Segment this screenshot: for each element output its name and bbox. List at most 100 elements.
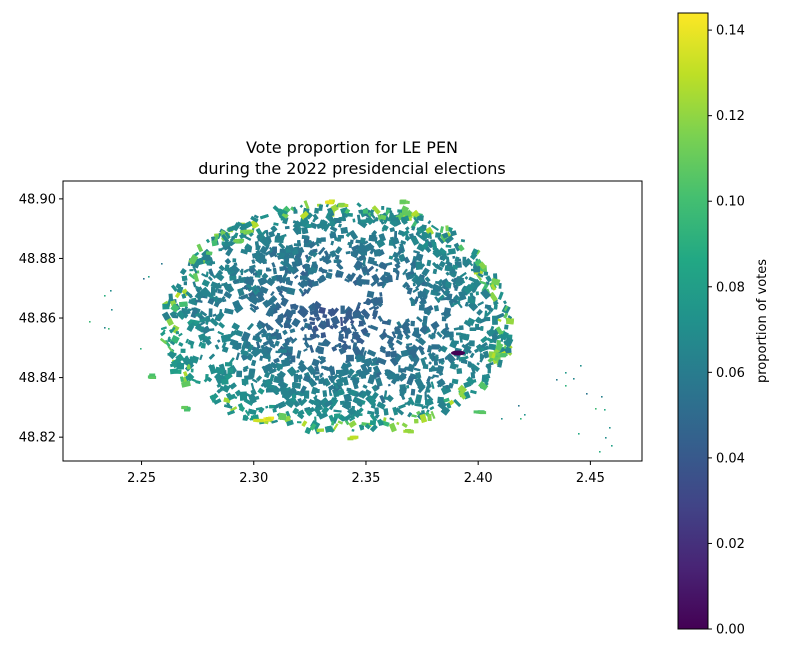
polling-block (379, 345, 387, 352)
polling-block (178, 341, 184, 347)
polling-block (376, 401, 386, 410)
polling-block (498, 283, 502, 289)
polling-block (363, 357, 373, 367)
polling-block (343, 212, 349, 218)
polling-block (414, 394, 423, 405)
polling-block (405, 235, 411, 242)
polling-block (449, 363, 457, 370)
polling-block (390, 346, 395, 351)
polling-block (361, 425, 365, 428)
polling-block (477, 301, 485, 307)
polling-block (464, 276, 469, 280)
polling-block (198, 341, 203, 347)
polling-block (204, 336, 211, 341)
polling-block (414, 213, 420, 218)
polling-block (267, 295, 278, 305)
polling-block (352, 378, 360, 385)
polling-block (578, 433, 580, 435)
polling-block (415, 261, 423, 270)
polling-block (427, 241, 432, 248)
polling-block (445, 281, 451, 285)
polling-block (275, 376, 284, 381)
polling-block (297, 258, 303, 266)
polling-block (190, 368, 194, 373)
polling-block (358, 320, 364, 327)
polling-block (199, 310, 208, 317)
polling-block (426, 345, 433, 353)
polling-block (367, 410, 375, 415)
polling-block (242, 367, 248, 373)
polling-block (421, 224, 427, 230)
polling-block (457, 384, 468, 395)
polling-block (284, 225, 290, 230)
polling-block (267, 308, 275, 317)
polling-block (418, 304, 425, 311)
polling-block (209, 393, 219, 402)
polling-block (369, 209, 375, 214)
polling-block (488, 343, 497, 351)
polling-block (402, 281, 409, 289)
polling-block (253, 287, 258, 292)
polling-block (309, 321, 315, 325)
polling-block (411, 414, 417, 418)
polling-block (329, 393, 333, 397)
polling-block (493, 328, 500, 336)
polling-block (270, 225, 278, 233)
polling-block (244, 409, 250, 417)
polling-block (423, 232, 431, 239)
polling-block (278, 252, 286, 260)
polling-block (429, 406, 435, 411)
polling-block (172, 314, 179, 319)
polling-block (458, 391, 467, 400)
polling-block (208, 364, 214, 370)
polling-block (520, 418, 522, 420)
polling-block (306, 240, 313, 245)
polling-block (383, 271, 391, 277)
polling-block (326, 209, 333, 217)
polling-block (356, 306, 361, 311)
polling-block (497, 291, 504, 301)
polling-block (228, 357, 235, 364)
polling-block (371, 391, 379, 400)
polling-block (176, 286, 184, 294)
polling-block (224, 258, 232, 265)
polling-block (293, 389, 299, 396)
polling-block (189, 377, 197, 382)
polling-block (423, 308, 430, 315)
polling-block (192, 281, 197, 288)
polling-block (344, 278, 351, 283)
polling-block (241, 378, 249, 385)
colorbar-tick-label: 0.12 (716, 109, 745, 124)
polling-block (333, 409, 342, 413)
polling-block (183, 306, 188, 312)
polling-block (373, 248, 382, 257)
polling-block (422, 363, 429, 370)
polling-block (443, 307, 452, 317)
polling-block (235, 352, 240, 361)
polling-block (183, 371, 188, 377)
polling-block (341, 403, 351, 411)
polling-block (322, 390, 328, 398)
polling-block (286, 366, 298, 377)
polling-block (332, 219, 336, 227)
polling-block (422, 315, 428, 324)
polling-block (404, 226, 410, 231)
polling-block (440, 345, 448, 353)
polling-block (229, 275, 237, 281)
polling-block (390, 217, 399, 222)
polling-block (206, 377, 213, 383)
polling-block (445, 402, 452, 409)
polling-block (311, 280, 319, 287)
polling-block (470, 389, 477, 395)
polling-block (188, 299, 198, 306)
polling-block (244, 344, 249, 349)
polling-block (320, 372, 324, 376)
polling-block (309, 307, 316, 312)
polling-block (294, 274, 299, 279)
polling-block (198, 321, 206, 327)
polling-block (218, 321, 226, 329)
polling-block (276, 275, 283, 282)
polling-block (246, 322, 254, 331)
polling-block (328, 269, 333, 272)
polling-block (249, 219, 260, 230)
